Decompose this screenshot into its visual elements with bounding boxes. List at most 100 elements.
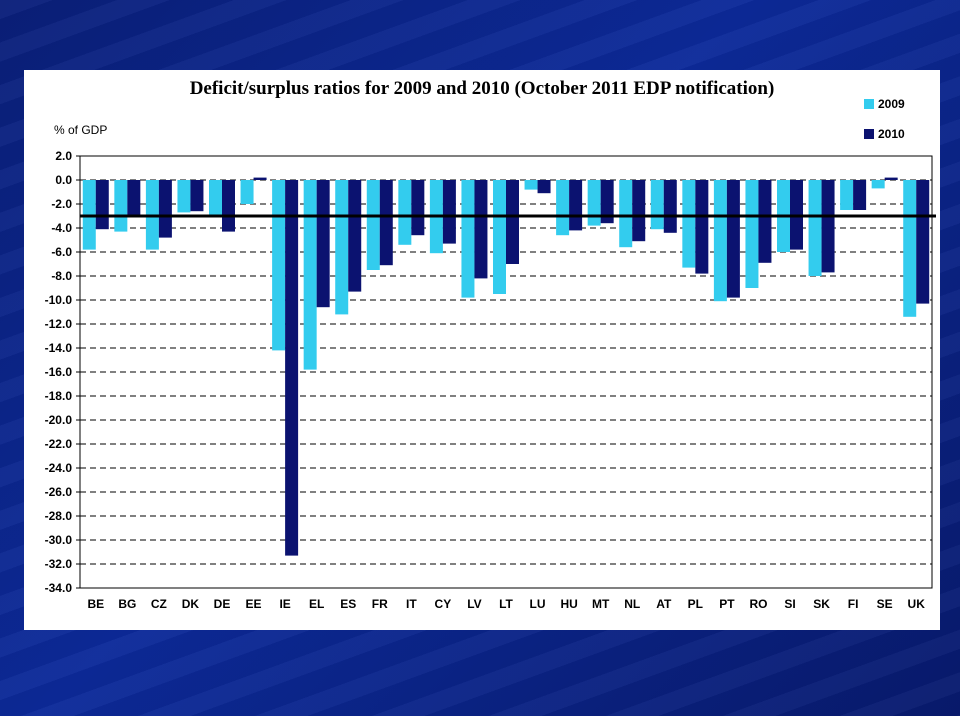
bar-2009-FI [840,180,854,210]
bar-chart: Deficit/surplus ratios for 2009 and 2010… [45,78,936,611]
bar-2010-DK [190,180,204,212]
bar-2010-AT [663,180,677,233]
bar-2010-LV [474,180,488,279]
x-tick-label: CY [435,597,452,611]
y-tick-label: -30.0 [45,533,73,547]
x-tick-labels: BE BG CZ DK DE EE IE EL ES FR IT CY LV LT LU HU MT NL AT PL… [87,597,925,611]
bar-2009-LT [493,180,506,294]
bar-2009-FR [366,180,380,270]
y-tick-label: -12.0 [45,317,73,331]
legend-swatch [864,99,874,109]
x-tick-label: AT [656,597,672,611]
bar-2010-BE [95,180,109,230]
bar-2010-IT [411,180,425,236]
x-tick-label: EL [309,597,324,611]
y-tick-label: -32.0 [45,557,73,571]
x-tick-label: SE [877,597,893,611]
bar-2009-LV [461,180,475,298]
bar-2009-SE [871,180,885,189]
bar-2010-PT [726,180,740,298]
x-tick-label: MT [592,597,610,611]
y-axis-label: % of GDP [54,123,107,137]
x-tick-label: ES [340,597,356,611]
x-tick-label: IT [406,597,417,611]
bar-2010-ES [348,180,362,292]
y-tick-label: -20.0 [45,413,73,427]
chart-title: Deficit/surplus ratios for 2009 and 2010… [190,78,775,99]
bar-2010-SE [884,177,898,180]
x-tick-label: LV [467,597,481,611]
bar-2010-RO [758,180,772,263]
bar-2010-UK [916,180,930,304]
x-tick-label: NL [624,597,640,611]
legend-label: 2009 [878,97,905,111]
bar-2010-MT [600,180,614,224]
x-tick-label: FI [848,597,859,611]
y-tick-label: -8.0 [51,269,72,283]
x-tick-label: HU [560,597,577,611]
x-tick-label: LT [499,597,513,611]
bar-2010-CZ [158,180,172,238]
y-tick-label: -10.0 [45,293,73,307]
bar-2009-LU [524,180,538,190]
x-tick-label: UK [908,597,926,611]
bars [82,177,930,556]
x-tick-label: PL [688,597,703,611]
x-tick-label: DE [214,597,231,611]
bar-2009-BG [114,180,128,232]
y-tick-label: 2.0 [55,149,72,163]
bar-2009-NL [619,180,633,248]
y-tick-label: -24.0 [45,461,73,475]
bar-2009-HU [556,180,570,236]
y-tick-label: -34.0 [45,581,73,595]
y-tick-label: -26.0 [45,485,73,499]
bar-2010-LT [506,180,519,264]
bar-2010-BG [127,180,141,218]
bar-2009-DE [209,180,222,218]
legend-label: 2010 [878,127,905,141]
bar-2010-HU [569,180,583,231]
x-tick-label: BG [118,597,136,611]
bar-2010-IE [285,180,299,556]
y-tick-label: -2.0 [51,197,72,211]
bar-2010-DE [222,180,235,232]
bar-2009-AT [650,180,664,230]
legend: 2009 2010 [864,97,905,141]
y-tick-label: -16.0 [45,365,73,379]
y-tick-label: 0.0 [55,173,72,187]
plot-frame [79,155,933,589]
bar-2010-LU [537,180,551,194]
bar-2010-FR [379,180,393,266]
x-tick-label: LU [530,597,546,611]
legend-swatch [864,129,874,139]
y-tick-label: -4.0 [51,221,72,235]
bar-2010-CY [442,180,456,244]
bar-2009-EE [240,180,254,204]
bar-2009-UK [903,180,917,317]
chart-panel: Deficit/surplus ratios for 2009 and 2010… [24,70,940,630]
x-tick-label: PT [719,597,735,611]
y-tick-label: -6.0 [51,245,72,259]
x-tick-label: DK [182,597,200,611]
bar-2009-SK [808,180,822,276]
y-tick-label: -28.0 [45,509,73,523]
bar-2010-EE [253,177,267,180]
bar-2009-ES [335,180,349,315]
bar-2009-IE [272,180,286,351]
bar-2009-DK [177,180,191,213]
bar-2009-PT [713,180,727,302]
x-tick-label: IE [279,597,290,611]
bar-2009-EL [303,180,317,370]
bar-2009-MT [587,180,601,226]
y-tick-label: -14.0 [45,341,73,355]
bar-2010-SK [821,180,835,273]
y-tick-label: -22.0 [45,437,73,451]
x-tick-label: RO [749,597,767,611]
bar-2010-EL [316,180,330,308]
x-tick-label: FR [372,597,388,611]
x-tick-label: BE [87,597,104,611]
x-tick-label: EE [246,597,262,611]
bar-2010-FI [853,180,867,210]
y-tick-label: -18.0 [45,389,73,403]
x-tick-label: SK [813,597,830,611]
